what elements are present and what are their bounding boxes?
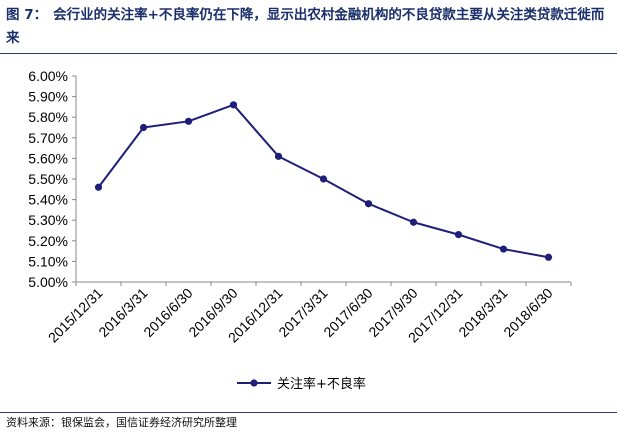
data-point <box>544 253 553 261</box>
legend: 关注率+不良率 <box>237 376 366 392</box>
y-tick-label: 5.00% <box>28 274 68 290</box>
data-point <box>364 200 373 208</box>
data-point <box>319 175 328 183</box>
x-tick-label: 2015/12/31 <box>45 285 106 346</box>
y-tick-label: 5.60% <box>28 150 68 166</box>
y-axis: 5.00% 5.10% 5.20% 5.30% 5.40% 5.50% 5.60% 5.70%… <box>28 68 77 290</box>
series-group <box>94 101 553 261</box>
data-point <box>274 152 283 160</box>
data-point <box>454 231 463 239</box>
data-point <box>184 117 193 125</box>
y-tick-label: 5.70% <box>28 130 68 146</box>
y-tick-label: 5.10% <box>28 253 68 269</box>
y-tick-label: 5.50% <box>28 171 68 187</box>
legend-label: 关注率+不良率 <box>277 376 366 392</box>
figure-label: 图 7： <box>6 7 48 23</box>
y-tick-label: 5.30% <box>28 212 68 228</box>
x-tick-label: 2018/6/30 <box>500 285 556 341</box>
data-point <box>139 123 148 132</box>
y-tick-label: 5.80% <box>28 109 68 125</box>
y-tick-label: 6.00% <box>28 68 68 84</box>
top-rule <box>0 53 617 54</box>
figure-caption: 会行业的关注率+不良率仍在下降，显示出农村金融机构的不良贷款主要从关注类贷款迁徙… <box>6 7 605 46</box>
data-point <box>229 101 238 109</box>
figure-title: 图 7： 会行业的关注率+不良率仍在下降，显示出农村金融机构的不良贷款主要从关注类… <box>6 4 611 50</box>
data-point <box>409 218 418 226</box>
bottom-rule <box>0 412 617 413</box>
legend-marker <box>250 379 258 387</box>
y-tick-label: 5.20% <box>28 233 68 249</box>
x-axis: 2015/12/312016/3/312016/6/302016/9/30201… <box>45 281 572 346</box>
data-point <box>94 183 103 191</box>
source-note: 资料来源：银保监会，国信证券经济研究所整理 <box>6 416 237 429</box>
y-tick-label: 5.90% <box>28 89 68 105</box>
data-point <box>499 245 508 253</box>
y-tick-label: 5.40% <box>28 192 68 208</box>
